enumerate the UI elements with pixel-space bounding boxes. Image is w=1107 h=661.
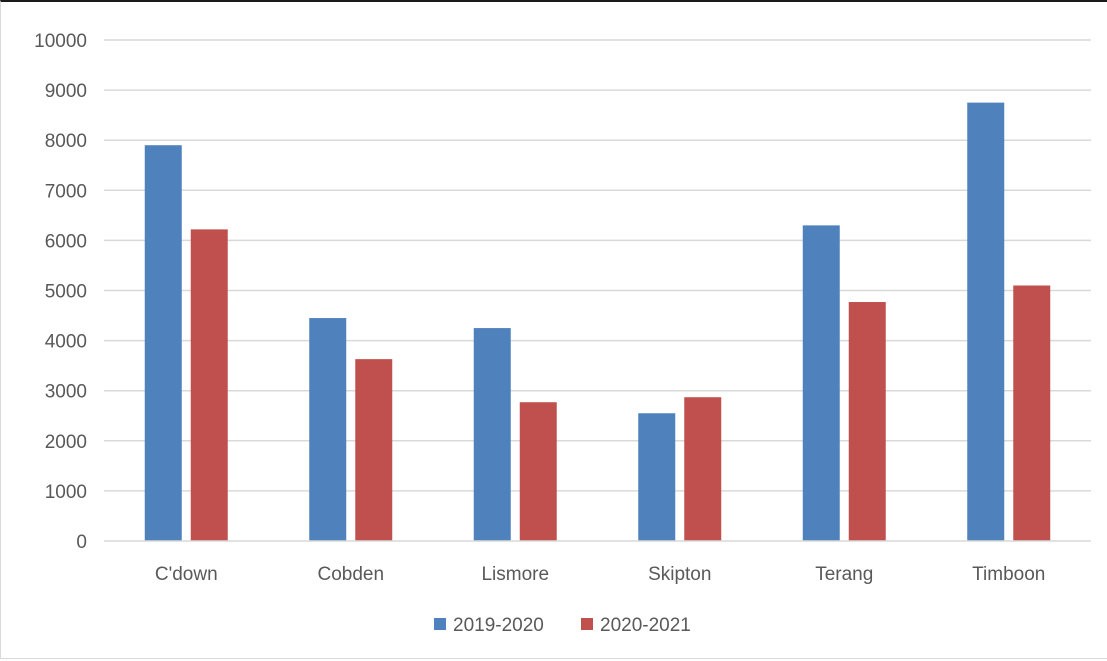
y-tick-label: 1000 [45,482,87,503]
x-tick-label: Cobden [317,564,384,585]
y-tick-label: 0 [76,532,87,553]
y-tick-label: 5000 [45,282,87,303]
bar-2020-2021-timboon [1013,285,1051,541]
bar-2019-2020-skipton [638,413,676,541]
bars [144,102,1051,542]
bar-2020-2021-terang [848,302,886,541]
bar-2019-2020-lismore [473,328,511,541]
bar-2019-2020-cdown [144,145,182,541]
y-tick-label: 8000 [45,131,87,152]
bar-2020-2021-cobden [355,359,393,541]
gridlines [104,39,1091,492]
legend-swatch [581,618,593,630]
x-axis-ticks: C'down Cobden Lismore Skipton Terang Timboon [155,564,1046,585]
legend-swatch [434,618,446,630]
x-tick-label: Skipton [648,564,711,585]
x-tick-label: C'down [155,564,218,585]
y-tick-label: 6000 [45,231,87,252]
y-axis-ticks: 0 1000 2000 3000 4000 5000 6000 7000 8000 9000 100… [34,31,87,553]
y-tick-label: 7000 [45,181,87,202]
legend-label: 2019-2020 [453,615,544,636]
y-tick-label: 4000 [45,332,87,353]
y-tick-label: 10000 [34,31,87,52]
y-tick-label: 3000 [45,382,87,403]
x-tick-label: Terang [815,564,873,585]
bar-2020-2021-cdown [190,229,228,542]
bar-2019-2020-timboon [967,102,1005,541]
x-tick-label: Timboon [972,564,1045,585]
y-tick-label: 2000 [45,432,87,453]
bar-2020-2021-skipton [684,397,722,541]
legend-label: 2020-2021 [600,615,691,636]
bar-2019-2020-terang [802,225,840,541]
y-tick-label: 9000 [45,81,87,102]
x-tick-label: Lismore [481,564,549,585]
bar-2019-2020-cobden [309,318,347,541]
legend: 2019-2020 2020-2021 [434,615,691,636]
bar-2020-2021-lismore [519,402,557,541]
